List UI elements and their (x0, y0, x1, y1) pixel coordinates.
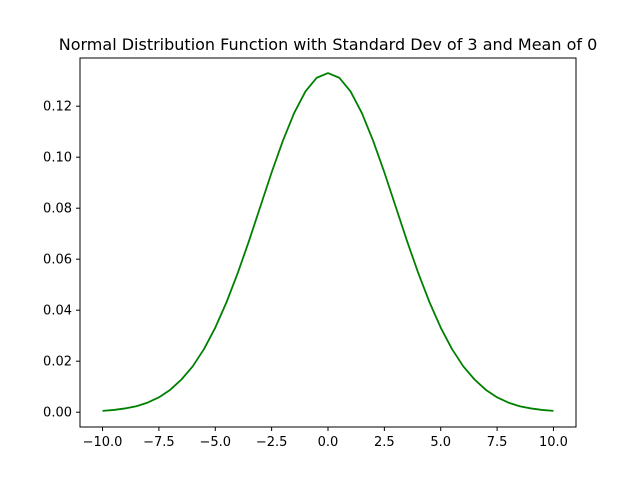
y-tick-label: 0.10 (43, 151, 72, 166)
y-axis: 0.00 0.02 0.04 0.06 0.08 0.10 0.12 (43, 100, 80, 421)
x-tick-label: −2.5 (256, 435, 288, 450)
plot-frame (79, 57, 577, 428)
x-tick-label: 10.0 (539, 435, 568, 450)
x-tick-label: 7.5 (487, 435, 508, 450)
x-tick-label: −10.0 (83, 435, 123, 450)
y-tick-label: 0.12 (43, 100, 72, 115)
y-tick-label: 0.08 (43, 202, 72, 217)
x-tick-label: 0.0 (318, 435, 339, 450)
x-tick-label: 2.5 (374, 435, 395, 450)
series-line-0 (102, 72, 554, 412)
x-tick-label: 5.0 (430, 435, 451, 450)
y-tick-label: 0.04 (43, 304, 72, 319)
y-tick-label: 0.00 (43, 406, 72, 421)
x-axis: −10.0 −7.5 −5.0 −2.5 0.0 2.5 5.0 7.5 10.0 (83, 427, 568, 450)
chart-title: Normal Distribution Function with Standa… (59, 35, 598, 54)
plot-series (102, 72, 554, 412)
x-tick-label: −7.5 (143, 435, 175, 450)
y-tick-label: 0.02 (43, 355, 72, 370)
y-tick-label: 0.06 (43, 253, 72, 268)
x-tick-label: −5.0 (199, 435, 231, 450)
